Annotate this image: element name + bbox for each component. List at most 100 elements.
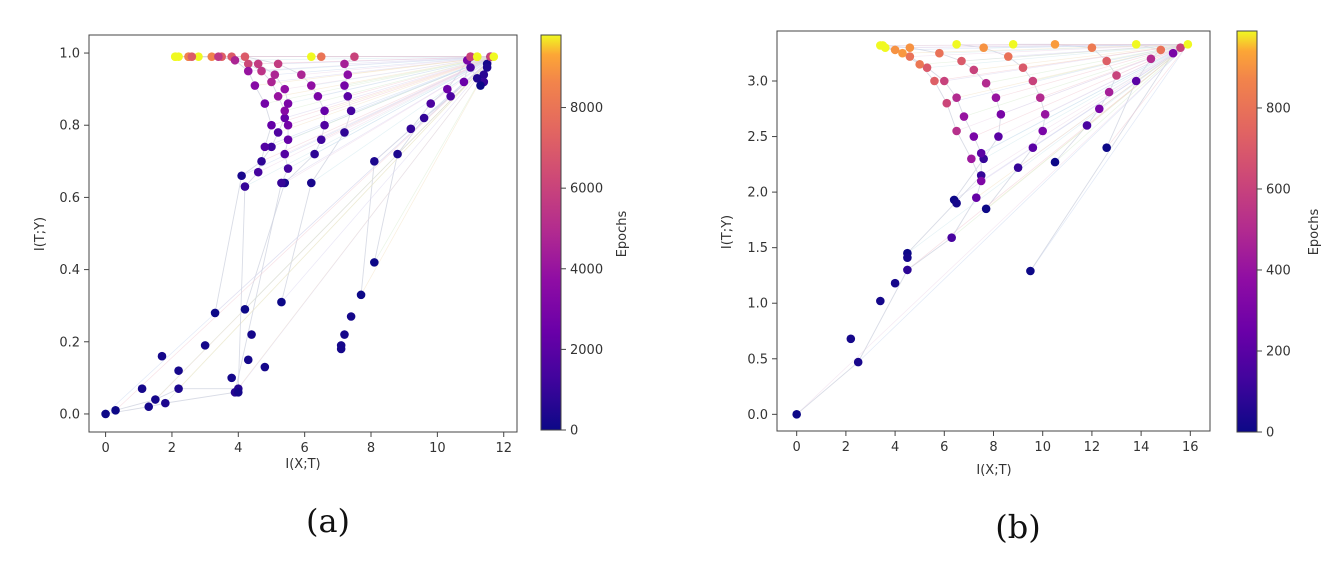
x-tick-label: 10	[1034, 440, 1051, 455]
data-point	[316, 135, 326, 144]
data-point	[267, 142, 276, 152]
data-point	[996, 110, 1006, 119]
fan-line	[105, 56, 495, 415]
fan-line	[274, 56, 494, 76]
fan-line	[281, 56, 494, 184]
data-point	[280, 106, 290, 116]
data-point	[273, 59, 283, 69]
data-point	[240, 182, 250, 191]
data-point	[343, 92, 353, 101]
data-point	[1028, 76, 1038, 86]
data-point	[267, 120, 276, 130]
fan-line	[115, 56, 495, 411]
fan-line	[301, 56, 494, 76]
data-point	[1156, 45, 1166, 55]
fan-line	[287, 56, 494, 104]
data-point	[250, 81, 260, 90]
data-point	[174, 384, 183, 393]
fan-line	[258, 56, 494, 173]
fan-line	[360, 56, 495, 296]
data-point	[283, 135, 293, 144]
data-point	[406, 124, 416, 134]
fan-line	[971, 44, 1189, 160]
fan-line	[284, 56, 494, 90]
data-point	[489, 52, 499, 61]
y-axis-label-b: I(T;Y)	[720, 215, 735, 249]
fan-line	[374, 56, 495, 263]
data-point	[952, 198, 961, 208]
data-point	[952, 40, 961, 49]
colorbar-tick-label: 800	[1266, 101, 1291, 116]
fan-line	[956, 43, 1188, 99]
y-tick-label: 3.0	[747, 75, 768, 90]
colorbar-tick-label: 0	[1266, 426, 1274, 441]
data-point	[346, 106, 356, 116]
x-axis-label-b: I(X;T)	[976, 463, 1011, 478]
panel-b: 0 2 4 6 8 10 12 14 16 0.0 0.5 1.0 1.5 2.0 2.5 3.0 I(X;…	[720, 30, 1322, 546]
data-point	[890, 278, 900, 288]
y-tick-label: 1.0	[747, 297, 768, 312]
x-tick-label: 10	[429, 441, 446, 456]
fan-line	[909, 43, 1188, 57]
data-point	[1131, 76, 1141, 86]
data-point	[270, 70, 280, 79]
data-point	[472, 52, 482, 61]
data-point	[957, 56, 966, 66]
data-point	[969, 132, 979, 141]
data-point	[214, 52, 223, 61]
data-point	[947, 233, 956, 242]
data-point	[426, 99, 436, 108]
y-tick-label: 1.5	[747, 241, 768, 256]
y-tick-label: 0.0	[747, 408, 768, 423]
data-point	[476, 81, 485, 90]
data-point	[1050, 40, 1060, 49]
colorbar-tick-label: 200	[1266, 344, 1291, 359]
data-point	[905, 52, 915, 61]
data-point	[273, 128, 283, 137]
data-point	[952, 126, 961, 136]
data-point	[370, 157, 379, 166]
fan-line	[155, 56, 495, 400]
colorbar-tick-label: 0	[570, 424, 578, 439]
data-point	[174, 52, 183, 61]
data-point	[976, 176, 986, 186]
data-point	[939, 76, 949, 86]
fan-line	[248, 56, 494, 65]
y-axis-label-a: I(T;Y)	[33, 217, 48, 251]
y-tick-label: 0.8	[59, 119, 80, 134]
data-point	[260, 99, 270, 108]
fan-line	[907, 44, 1189, 271]
data-point	[1176, 43, 1185, 52]
fan-line	[238, 56, 495, 389]
data-point	[306, 81, 316, 90]
data-point	[994, 132, 1003, 141]
x-axis-label-a: I(X;T)	[285, 457, 320, 472]
data-point	[343, 70, 353, 79]
y-tick-label: 2.0	[747, 186, 768, 201]
data-point	[1040, 110, 1050, 119]
y-tick-label: 0.6	[59, 191, 80, 206]
data-point	[240, 52, 250, 61]
data-point	[340, 81, 349, 90]
data-point	[1104, 87, 1114, 97]
fan-line	[973, 43, 1188, 71]
data-point	[144, 402, 154, 412]
x-tick-label: 0	[101, 441, 109, 456]
data-point	[959, 112, 969, 121]
y-tick-label: 2.5	[747, 130, 768, 145]
data-point	[876, 296, 885, 306]
data-point	[459, 77, 469, 87]
data-point	[306, 52, 316, 61]
data-point	[370, 258, 379, 267]
data-point	[243, 59, 253, 69]
data-point	[280, 149, 290, 159]
fan-line	[1042, 44, 1189, 132]
x-tick-label: 14	[1133, 440, 1150, 455]
data-point	[174, 366, 183, 375]
data-point	[967, 154, 976, 164]
data-point	[792, 410, 801, 419]
data-points-a	[101, 52, 499, 419]
caption-a: (a)	[306, 502, 350, 540]
colorbar-ticks-a: 0 2000 4000 6000 8000	[561, 101, 603, 439]
data-point	[853, 357, 863, 367]
